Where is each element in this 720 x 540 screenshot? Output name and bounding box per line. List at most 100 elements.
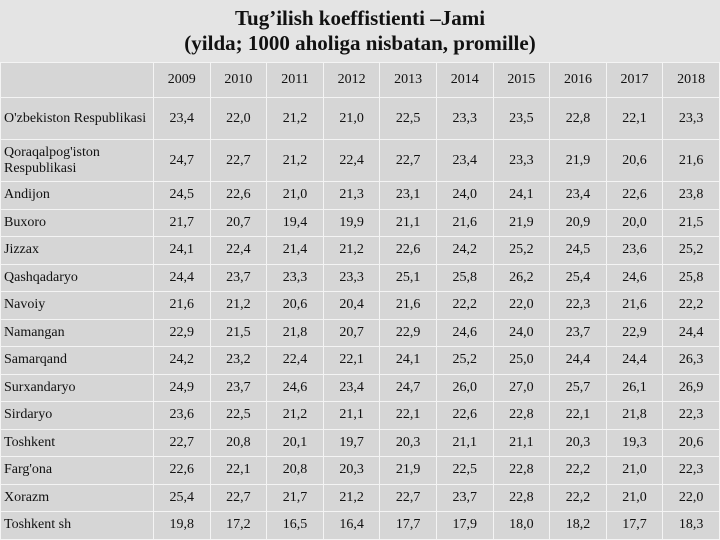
value-cell: 22,3 [549, 291, 607, 320]
value-cell: 21,6 [153, 291, 211, 320]
value-cell: 16,4 [322, 511, 381, 540]
region-name: Toshkent sh [0, 511, 154, 540]
value-cell: 22,8 [492, 483, 551, 512]
value-cell: 23,4 [435, 139, 494, 182]
value-cell: 25,8 [662, 263, 720, 292]
value-cell: 22,7 [209, 483, 268, 512]
value-cell: 24,4 [605, 346, 664, 375]
value-cell: 19,3 [605, 428, 664, 457]
value-cell: 26,9 [662, 373, 720, 402]
title: Tug’ilish koeffistienti –Jami [234, 6, 486, 30]
region-name: Farg'ona [0, 456, 154, 485]
value-cell: 22,9 [605, 318, 664, 347]
value-cell: 20,4 [322, 291, 381, 320]
value-cell: 23,3 [266, 263, 324, 292]
value-cell: 21,6 [379, 291, 437, 320]
value-cell: 23,7 [209, 263, 268, 292]
value-cell: 22,7 [153, 428, 211, 457]
value-cell: 20,8 [209, 428, 268, 457]
region-name: Buxoro [0, 208, 154, 237]
value-cell: 19,8 [153, 511, 211, 540]
value-cell: 21,9 [379, 456, 437, 485]
value-cell: 21,1 [492, 428, 551, 457]
value-cell: 24,4 [549, 346, 607, 375]
value-cell: 22,0 [492, 291, 551, 320]
table-row: Qoraqalpog'iston Respublikasi 24,7 22,7 21,… [0, 139, 720, 182]
value-cell: 23,7 [209, 373, 268, 402]
value-cell: 21,5 [662, 208, 720, 237]
year-header: 2014 [435, 62, 494, 98]
value-cell: 22,5 [209, 401, 268, 430]
value-cell: 23,3 [322, 263, 381, 292]
value-cell: 24,5 [153, 181, 211, 210]
table-row: Namangan 22,9 21,5 21,8 20,7 22,9 24,6 24,0 23,7… [0, 318, 720, 347]
value-cell: 25,2 [492, 236, 551, 265]
value-cell: 22,8 [492, 456, 551, 485]
value-cell: 22,2 [662, 291, 720, 320]
value-cell: 24,2 [153, 346, 211, 375]
value-cell: 21,0 [605, 456, 664, 485]
value-cell: 23,4 [549, 181, 607, 210]
value-cell: 24,0 [435, 181, 494, 210]
year-header: 2011 [266, 62, 324, 98]
value-cell: 22,8 [549, 97, 607, 140]
value-cell: 23,1 [379, 181, 437, 210]
value-cell: 23,7 [435, 483, 494, 512]
value-cell: 24,1 [492, 181, 551, 210]
value-cell: 21,8 [266, 318, 324, 347]
value-cell: 25,4 [153, 483, 211, 512]
value-cell: 23,6 [605, 236, 664, 265]
value-cell: 21,2 [209, 291, 268, 320]
value-cell: 22,5 [435, 456, 494, 485]
value-cell: 23,3 [492, 139, 551, 182]
value-cell: 19,7 [322, 428, 381, 457]
value-cell: 23,7 [549, 318, 607, 347]
value-cell: 17,7 [379, 511, 437, 540]
value-cell: 21,1 [322, 401, 381, 430]
value-cell: 22,5 [379, 97, 437, 140]
region-name: Toshkent [0, 428, 154, 457]
value-cell: 18,3 [662, 511, 720, 540]
value-cell: 19,9 [322, 208, 381, 237]
table-row: Andijon 24,5 22,6 21,0 21,3 23,1 24,0 24,1 23,4 2… [0, 181, 720, 210]
table-row: Toshkent sh 19,8 17,2 16,5 16,4 17,7 17,9 18,0 1… [0, 511, 720, 540]
year-header: 2015 [492, 62, 551, 98]
value-cell: 22,7 [209, 139, 268, 182]
value-cell: 21,0 [266, 181, 324, 210]
value-cell: 21,8 [605, 401, 664, 430]
value-cell: 23,8 [662, 181, 720, 210]
value-cell: 25,0 [492, 346, 551, 375]
region-name: Xorazm [0, 483, 154, 512]
value-cell: 23,5 [492, 97, 551, 140]
year-header: 2010 [209, 62, 268, 98]
year-header: 2018 [662, 62, 720, 98]
value-cell: 23,4 [322, 373, 381, 402]
value-cell: 24,1 [379, 346, 437, 375]
value-cell: 21,2 [266, 401, 324, 430]
value-cell: 22,1 [209, 456, 268, 485]
value-cell: 25,8 [435, 263, 494, 292]
value-cell: 20,6 [662, 428, 720, 457]
value-cell: 22,1 [605, 97, 664, 140]
value-cell: 21,2 [266, 97, 324, 140]
value-cell: 22,1 [322, 346, 381, 375]
value-cell: 22,6 [379, 236, 437, 265]
year-header: 2016 [549, 62, 607, 98]
value-cell: 20,0 [605, 208, 664, 237]
value-cell: 17,2 [209, 511, 268, 540]
table-row: Farg'ona 22,6 22,1 20,8 20,3 21,9 22,5 22,8 22,2… [0, 456, 720, 485]
value-cell: 20,8 [266, 456, 324, 485]
value-cell: 21,0 [605, 483, 664, 512]
value-cell: 23,3 [435, 97, 494, 140]
value-cell: 24,9 [153, 373, 211, 402]
value-cell: 25,4 [549, 263, 607, 292]
region-name: Andijon [0, 181, 154, 210]
value-cell: 22,0 [662, 483, 720, 512]
subtitle: (yilda; 1000 aholiga nisbatan, promille) [184, 31, 536, 55]
value-cell: 21,3 [322, 181, 381, 210]
year-header: 2009 [153, 62, 211, 98]
region-name: Navoiy [0, 291, 154, 320]
region-name: Surxandaryo [0, 373, 154, 402]
value-cell: 23,6 [153, 401, 211, 430]
